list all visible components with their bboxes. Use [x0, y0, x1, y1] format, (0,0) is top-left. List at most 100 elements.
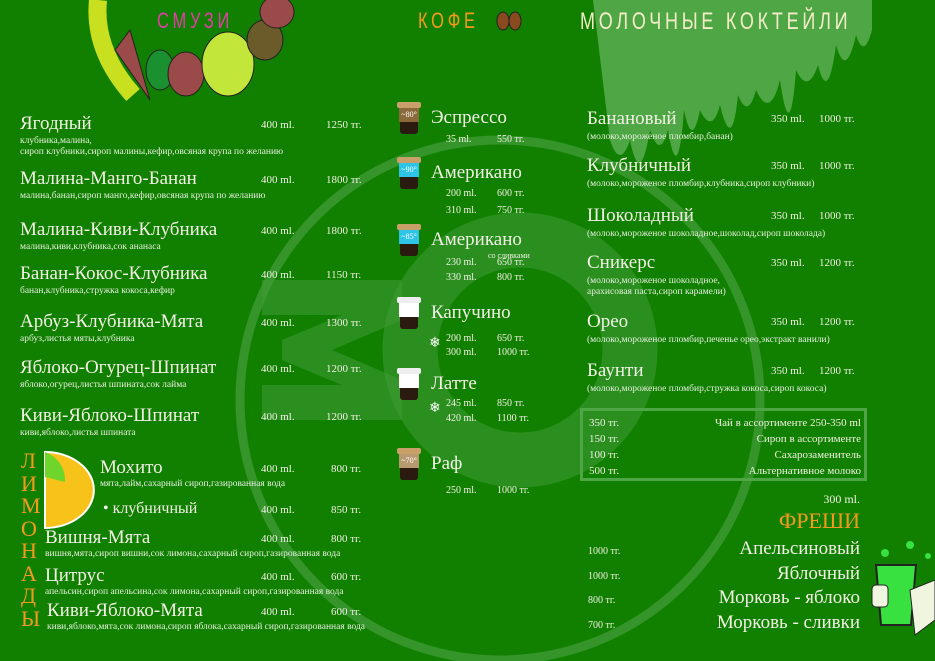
coffee-cup-icon: ~70°	[397, 297, 421, 333]
lemonade-volume: 400 ml.	[261, 571, 295, 583]
lemonade-description: апельсин,сироп апельсина,сок лимона,саха…	[45, 587, 344, 597]
milkshake-name: Банановый	[587, 108, 677, 129]
smoothie-price: 1250 тг.	[326, 119, 362, 131]
milkshake-price: 1000 тг.	[819, 160, 855, 172]
fresh-price: 1000 тг.	[588, 546, 621, 557]
smoothie-description: клубника,малина, сироп клубники,сироп ма…	[20, 136, 284, 157]
lemonade-price: 800 тг.	[331, 533, 362, 545]
coffee-name: Американо	[431, 162, 522, 183]
snowflake-icon: ❄	[429, 336, 441, 351]
extra-name: Сироп в ассортименте	[756, 433, 861, 445]
milkshake-price: 1000 тг.	[819, 113, 855, 125]
milkshake-volume: 350 ml.	[771, 160, 805, 172]
cup-temperature: ~70°	[399, 303, 419, 317]
extra-price: 350 тг.	[589, 417, 620, 429]
fresh-juice-glass-illustration	[871, 541, 935, 636]
extra-name: Альтернативное молоко	[748, 465, 861, 477]
smoothie-name: Малина-Киви-Клубника	[20, 219, 218, 240]
extra-price: 100 тг.	[589, 449, 620, 461]
watermark-logo	[262, 280, 402, 420]
fresh-name: Яблочный	[776, 562, 860, 584]
coffee-name: Американо	[431, 229, 522, 250]
fresh-price: 1000 тг.	[588, 570, 621, 582]
lemonade-name: Мохито	[100, 457, 163, 478]
milkshake-description: (молоко,мороженое шоколадное, арахисовая…	[587, 276, 726, 297]
extra-name: Чай в ассортименте 250-350 ml	[714, 417, 861, 429]
coffee-price: 550 тг.	[497, 134, 525, 145]
lemonade-price: 600 тг.	[331, 571, 362, 583]
coffee-name: Эспрессо	[431, 107, 507, 128]
snowflake-icon: ❄	[429, 401, 441, 416]
milkshake-volume: 350 ml.	[771, 210, 805, 222]
milkshake-volume: 350 ml.	[771, 257, 805, 269]
coffee-price: 1000 тг.	[497, 485, 530, 496]
coffee-cup-icon: ~90°	[397, 157, 421, 193]
lemonade-name: Киви-Яблоко-Мята	[47, 600, 203, 621]
smoothie-price: 1800 тг.	[326, 225, 362, 237]
cup-temperature: ~85°	[399, 230, 419, 244]
smoothie-name: Киви-Яблоко-Шпинат	[20, 405, 200, 426]
milkshake-price: 1200 тг.	[819, 316, 855, 328]
coffee-volume: 330 ml.	[446, 272, 477, 283]
milkshake-name: Орео	[587, 311, 629, 332]
smoothie-volume: 400 ml.	[261, 119, 295, 131]
smoothie-price: 1800 тг.	[326, 174, 362, 186]
extra-price: 150 тг.	[589, 433, 620, 445]
milkshake-name: Сникерс	[587, 252, 656, 273]
milkshake-name: Клубничный	[587, 155, 692, 176]
milkshake-price: 1200 тг.	[819, 257, 855, 269]
coffee-price: 600 тг.	[497, 188, 525, 199]
milkshake-description: (молоко,мороженое пломбир,клубника,сироп…	[587, 179, 815, 189]
cup-temperature: ~60°	[399, 374, 419, 388]
milkshake-description: (молоко,мороженое шоколадное,шоколад,сир…	[587, 229, 826, 239]
smoothie-description: малина,киви,клубника,сок ананаса	[20, 242, 161, 252]
smoothie-name: Банан-Кокос-Клубника	[20, 263, 208, 284]
section-title-fresh: ФРЕШИ	[778, 508, 860, 533]
coffee-cup-icon: ~80°	[397, 102, 421, 138]
section-title-lemonades-letter: Ы	[21, 605, 41, 631]
milkshake-volume: 350 ml.	[771, 365, 805, 377]
lemonade-volume: 400 ml.	[261, 533, 295, 545]
coffee-volume: 310 ml.	[446, 205, 477, 216]
cup-temperature: ~80°	[399, 108, 419, 122]
coffee-name: Капучино	[431, 302, 511, 323]
section-title-coffee: КОФЕ	[418, 8, 479, 33]
coffee-price: 650 тг.	[497, 333, 525, 344]
milk-drip-decoration	[593, 0, 872, 163]
milkshake-price: 1200 тг.	[819, 365, 855, 377]
smoothie-name: Яблоко-Огурец-Шпинат	[20, 357, 217, 378]
smoothie-name: Арбуз-Клубника-Мята	[20, 311, 204, 332]
smoothie-volume: 400 ml.	[261, 317, 295, 329]
coffee-cup-icon: ~60°	[397, 368, 421, 404]
lemonade-description: киви,яблоко,мята,сок лимона,сироп яблока…	[47, 622, 366, 632]
smoothie-price: 1200 тг.	[326, 411, 362, 423]
coffee-volume: 245 ml.	[446, 398, 477, 409]
section-title-lemonades-letter: М	[21, 493, 41, 518]
smoothie-description: банан,клубника,стружка кокоса,кефир	[20, 286, 175, 296]
coffee-cup-icon: ~85°	[397, 224, 421, 260]
lemonade-price: 800 тг.	[331, 463, 362, 475]
coffee-price: 850 тг.	[497, 398, 525, 409]
coffee-price: 750 тг.	[497, 205, 525, 216]
fresh-price: 800 тг.	[588, 595, 616, 606]
watermark-circle	[235, 135, 765, 661]
section-title-lemonades-letter: А	[21, 560, 37, 586]
smoothie-description: малина,банан,сироп манго,кефир,овсяная к…	[20, 191, 266, 201]
smoothie-description: яблоко,огурец,листья шпината,сок лайма	[20, 380, 187, 390]
coffee-price: 1100 тг.	[497, 413, 529, 424]
cup-temperature: ~70°	[399, 454, 419, 468]
coffee-note: со сливками	[488, 251, 530, 260]
coffee-cup-icon: ~70°	[397, 448, 421, 484]
lemonade-price: 850 тг.	[331, 504, 362, 516]
coffee-volume: 420 ml.	[446, 413, 477, 424]
fresh-volume: 300 ml.	[823, 492, 860, 506]
coffee-volume: 200 ml.	[446, 188, 477, 199]
extra-name: Сахарозаменитель	[774, 449, 862, 461]
smoothie-price: 1300 тг.	[326, 317, 362, 329]
milkshake-name: Баунти	[587, 360, 644, 381]
smoothie-description: арбуз,листья мяты,клубника	[20, 334, 135, 344]
fresh-name: Морковь - сливки	[716, 611, 860, 633]
coffee-beans-icon	[496, 11, 522, 31]
milkshake-volume: 350 ml.	[771, 113, 805, 125]
smoothie-volume: 400 ml.	[261, 174, 295, 186]
